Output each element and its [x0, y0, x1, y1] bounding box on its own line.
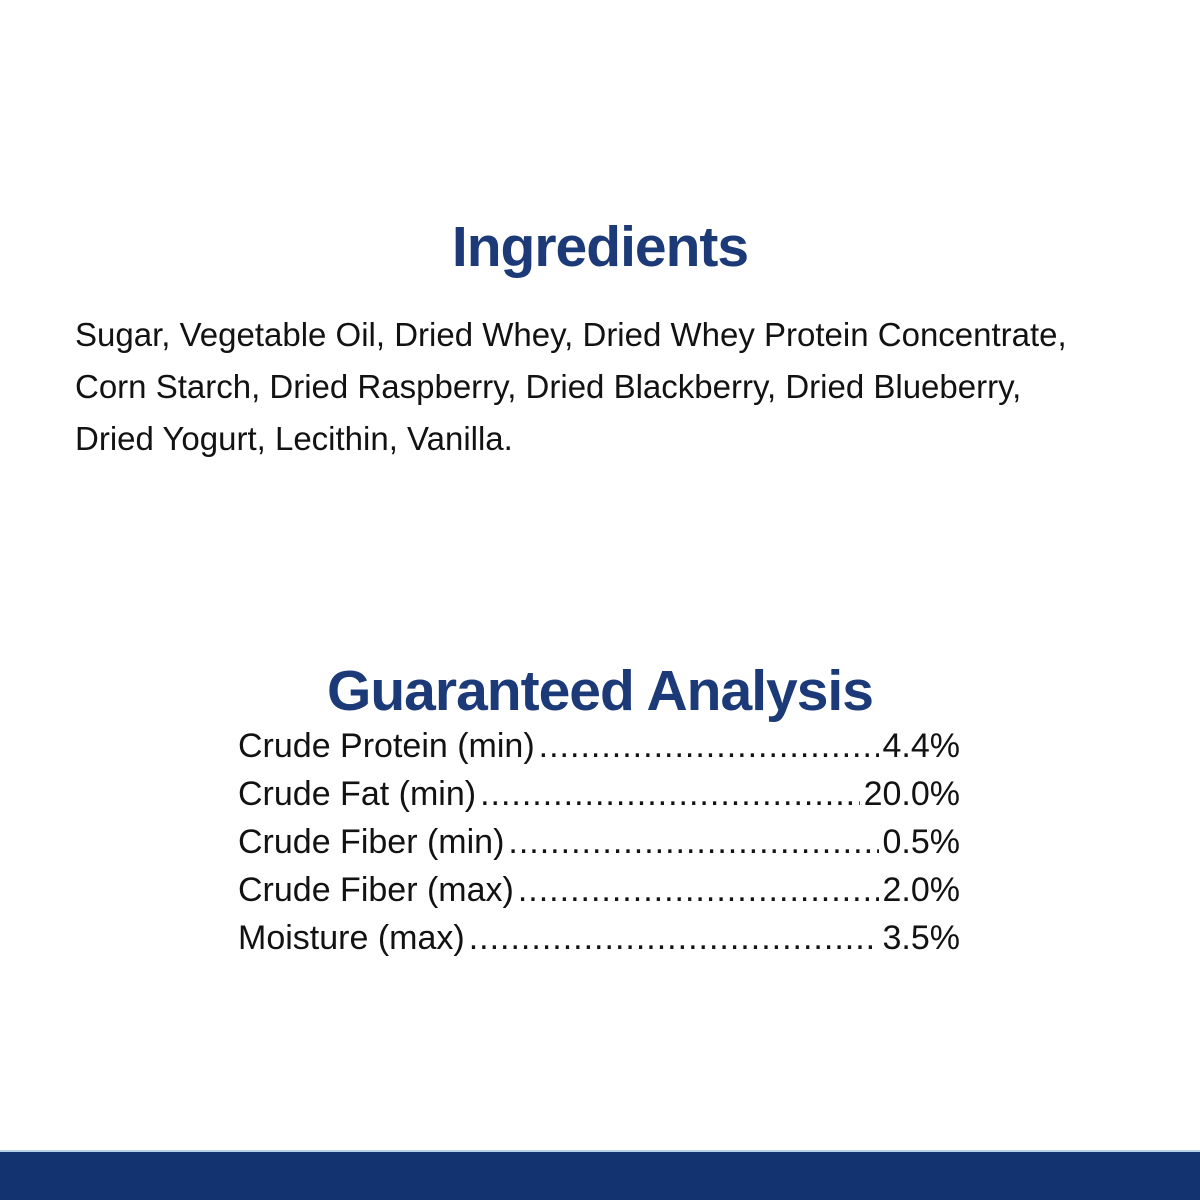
ingredients-title: Ingredients	[451, 215, 749, 280]
footer-bar	[0, 1150, 1200, 1200]
analysis-label: Crude Protein (min)	[238, 727, 535, 765]
analysis-value: 20.0%	[863, 775, 960, 813]
ingredients-line: Dried Yogurt, Lecithin, Vanilla.	[75, 420, 513, 457]
ingredients-line: Sugar, Vegetable Oil, Dried Whey, Dried …	[75, 316, 1067, 353]
dot-leader	[469, 914, 879, 962]
dot-leader	[480, 770, 860, 818]
dot-leader	[518, 866, 879, 914]
analysis-value: 0.5%	[882, 823, 961, 861]
analysis-value: 2.0%	[882, 871, 961, 909]
ingredients-line: Corn Starch, Dried Raspberry, Dried Blac…	[75, 368, 1022, 405]
ingredients-paragraph: Sugar, Vegetable Oil, Dried Whey, Dried …	[75, 309, 1140, 465]
analysis-row-crude-protein-min: Crude Protein (min) 4.4%	[238, 722, 960, 770]
analysis-label: Moisture (max)	[238, 919, 465, 957]
analysis-label: Crude Fiber (max)	[238, 871, 514, 909]
analysis-label: Crude Fiber (min)	[238, 823, 505, 861]
guaranteed-analysis-title: Guaranteed Analysis	[327, 659, 874, 724]
analysis-row-crude-fat-min: Crude Fat (min) 20.0%	[238, 770, 960, 818]
analysis-value: 4.4%	[882, 727, 961, 765]
guaranteed-analysis-table: Crude Protein (min) 4.4% Crude Fat (min)…	[238, 722, 960, 962]
analysis-row-crude-fiber-max: Crude Fiber (max) 2.0%	[238, 866, 960, 914]
analysis-row-moisture-max: Moisture (max) 3.5%	[238, 914, 960, 962]
analysis-value: 3.5%	[882, 919, 961, 957]
analysis-row-crude-fiber-min: Crude Fiber (min) 0.5%	[238, 818, 960, 866]
dot-leader	[539, 722, 879, 770]
analysis-label: Crude Fat (min)	[238, 775, 477, 813]
dot-leader	[508, 818, 878, 866]
